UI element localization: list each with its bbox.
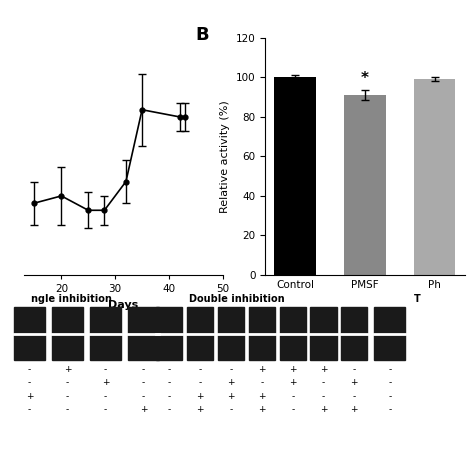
Text: +: + xyxy=(102,379,109,387)
Bar xyxy=(374,307,405,360)
Text: +: + xyxy=(258,405,265,414)
Bar xyxy=(274,77,316,275)
Text: -: - xyxy=(353,392,356,401)
Bar xyxy=(52,307,83,360)
Text: +: + xyxy=(351,379,358,387)
Text: -: - xyxy=(104,405,107,414)
Text: -: - xyxy=(168,365,171,374)
Text: +: + xyxy=(228,379,235,387)
Text: -: - xyxy=(104,365,107,374)
Text: -: - xyxy=(388,365,392,374)
Text: -: - xyxy=(168,392,171,401)
Text: -: - xyxy=(291,405,294,414)
Text: B: B xyxy=(196,26,210,44)
Bar xyxy=(218,307,244,360)
Text: -: - xyxy=(66,392,69,401)
Text: +: + xyxy=(351,405,358,414)
Text: -: - xyxy=(142,365,145,374)
Bar xyxy=(156,307,182,360)
Text: -: - xyxy=(260,379,264,387)
Bar xyxy=(14,307,45,360)
Text: -: - xyxy=(28,405,31,414)
X-axis label: Days: Days xyxy=(108,300,138,310)
Y-axis label: Relative activity (%): Relative activity (%) xyxy=(220,100,230,213)
Text: +: + xyxy=(258,392,265,401)
Text: *: * xyxy=(361,71,369,86)
Bar xyxy=(310,307,337,360)
Bar xyxy=(414,80,456,275)
Text: +: + xyxy=(64,365,71,374)
Bar xyxy=(187,307,213,360)
Text: -: - xyxy=(388,392,392,401)
Text: -: - xyxy=(199,379,202,387)
Bar xyxy=(249,307,275,360)
Text: +: + xyxy=(289,365,296,374)
Text: +: + xyxy=(26,392,33,401)
Text: -: - xyxy=(142,392,145,401)
Text: -: - xyxy=(28,379,31,387)
Text: -: - xyxy=(291,392,294,401)
Text: -: - xyxy=(388,405,392,414)
Text: +: + xyxy=(320,365,327,374)
Text: +: + xyxy=(320,405,327,414)
Text: T: T xyxy=(414,294,420,304)
Text: -: - xyxy=(168,379,171,387)
Bar xyxy=(344,95,386,275)
Bar xyxy=(280,307,306,360)
Bar xyxy=(128,307,159,360)
Text: +: + xyxy=(197,392,204,401)
Text: -: - xyxy=(28,365,31,374)
Bar xyxy=(90,307,121,360)
Text: -: - xyxy=(322,392,325,401)
Text: -: - xyxy=(66,379,69,387)
Text: +: + xyxy=(228,392,235,401)
Text: -: - xyxy=(353,365,356,374)
Text: +: + xyxy=(289,379,296,387)
Text: -: - xyxy=(66,405,69,414)
Bar xyxy=(341,307,367,360)
Text: +: + xyxy=(140,405,147,414)
Text: +: + xyxy=(197,405,204,414)
Text: -: - xyxy=(322,379,325,387)
Text: -: - xyxy=(104,392,107,401)
Text: -: - xyxy=(199,365,202,374)
Text: ngle inhibition: ngle inhibition xyxy=(31,294,111,304)
Text: Double inhibition: Double inhibition xyxy=(189,294,285,304)
Text: -: - xyxy=(229,365,233,374)
Text: -: - xyxy=(229,405,233,414)
Text: -: - xyxy=(142,379,145,387)
Text: -: - xyxy=(168,405,171,414)
Text: -: - xyxy=(388,379,392,387)
Text: +: + xyxy=(258,365,265,374)
